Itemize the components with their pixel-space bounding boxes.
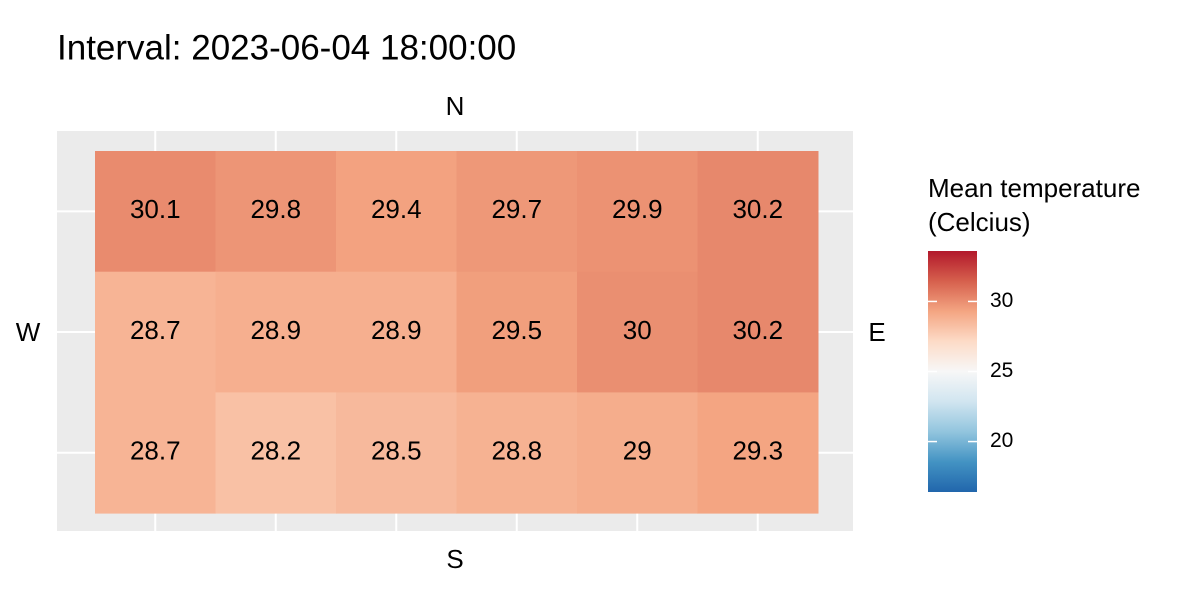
cell-label: 28.9 (371, 315, 422, 345)
cell-label: 28.9 (250, 315, 301, 345)
heatmap-cell (95, 392, 216, 514)
cell-label: 29.5 (491, 315, 542, 345)
south-label: S (446, 544, 463, 574)
heatmap-cell (697, 151, 819, 273)
heatmap-cell (95, 151, 216, 273)
heatmap-cell (215, 271, 337, 393)
cell-label: 28.2 (250, 436, 301, 466)
heatmap-cell (577, 151, 698, 273)
cell-label: 29.3 (732, 436, 783, 466)
cell-label: 29.8 (250, 194, 301, 224)
cell-label: 28.8 (491, 436, 542, 466)
colorbar-tick-label: 25 (990, 359, 1013, 382)
cell-label: 28.5 (371, 436, 422, 466)
heatmap-cell (577, 271, 698, 393)
cell-label: 30.1 (130, 194, 181, 224)
cell-label: 29.7 (491, 194, 542, 224)
cell-label: 30 (623, 315, 652, 345)
legend-title: Mean temperature (928, 173, 1140, 203)
cell-label: 28.7 (130, 436, 181, 466)
heatmap-cell (456, 392, 578, 514)
heatmap-cell (215, 392, 337, 514)
cell-label: 29.4 (371, 194, 422, 224)
heatmap-cell (456, 271, 578, 393)
heatmap-cell (336, 151, 457, 273)
colorbar-tick-label: 20 (990, 429, 1013, 452)
legend-title: (Celcius) (928, 207, 1031, 237)
heatmap-cell (697, 392, 819, 514)
north-label: N (446, 91, 465, 121)
east-label: E (868, 317, 885, 347)
heatmap-cell (215, 151, 337, 273)
heatmap-cell (336, 271, 457, 393)
cell-label: 29 (623, 436, 652, 466)
heatmap-cell (336, 392, 457, 514)
cell-label: 29.9 (612, 194, 663, 224)
cell-label: 30.2 (732, 194, 783, 224)
cell-label: 28.7 (130, 315, 181, 345)
heatmap-cell (577, 392, 698, 514)
heatmap-cell (95, 271, 216, 393)
heatmap-cell (697, 271, 819, 393)
west-label: W (16, 317, 41, 347)
heatmap-cell (456, 151, 578, 273)
colorbar-tick-label: 30 (990, 289, 1013, 312)
chart-title: Interval: 2023-06-04 18:00:00 (57, 28, 516, 67)
cell-label: 30.2 (732, 315, 783, 345)
